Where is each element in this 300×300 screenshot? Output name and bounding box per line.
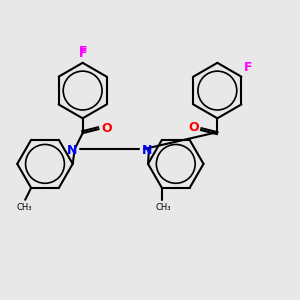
Text: CH₃: CH₃	[155, 203, 171, 212]
Text: O: O	[101, 122, 112, 135]
Text: O: O	[188, 121, 199, 134]
Text: F: F	[78, 45, 87, 58]
Text: F: F	[243, 61, 252, 74]
Text: N: N	[67, 143, 77, 157]
Text: N: N	[142, 143, 152, 157]
Text: F: F	[78, 47, 87, 60]
Text: CH₃: CH₃	[16, 203, 32, 212]
